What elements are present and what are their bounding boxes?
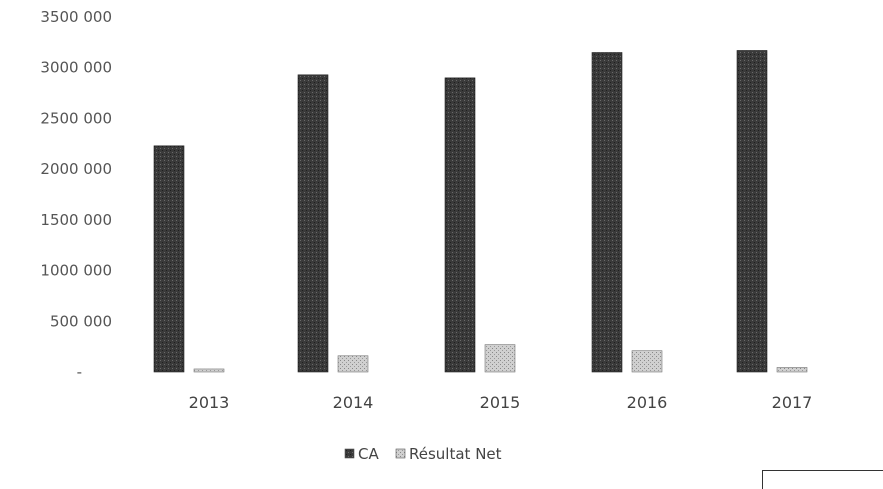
y-tick-label: 2500 000 [40, 109, 112, 127]
x-tick-label: 2017 [772, 393, 813, 412]
bar-ca-2016 [591, 52, 623, 373]
x-tick-label: 2016 [627, 393, 668, 412]
y-tick-label: 1500 000 [40, 211, 112, 229]
legend: CA Résultat Net [344, 445, 502, 463]
legend-swatch-resultat-net [395, 448, 406, 459]
y-tick-label: 3500 000 [40, 8, 112, 26]
bar-resultat-net-2013 [193, 368, 225, 373]
x-axis: 2013 2014 2015 2016 2017 [189, 393, 813, 412]
y-tick-label: 1000 000 [40, 262, 112, 280]
bar-ca-2013 [153, 145, 185, 373]
bars [153, 50, 808, 373]
frame-corner [762, 470, 883, 489]
x-tick-label: 2014 [333, 393, 374, 412]
legend-label-resultat-net: Résultat Net [409, 445, 502, 463]
y-tick-label: 500 000 [50, 312, 112, 330]
legend-swatch-ca [344, 448, 355, 459]
y-tick-label: 2000 000 [40, 160, 112, 178]
y-tick-label: - [77, 363, 82, 381]
y-tick-label: 3000 000 [40, 59, 112, 77]
bar-resultat-net-2016 [631, 350, 663, 373]
bar-ca-2017 [736, 50, 768, 373]
legend-label-ca: CA [358, 445, 379, 463]
y-axis: 3500 000 3000 000 2500 000 2000 000 1500 000… [40, 8, 112, 381]
bar-ca-2015 [444, 77, 476, 373]
bar-resultat-net-2014 [337, 355, 369, 373]
x-tick-label: 2015 [480, 393, 521, 412]
x-tick-label: 2013 [189, 393, 230, 412]
bar-resultat-net-2017 [776, 367, 808, 373]
bar-ca-2014 [297, 74, 329, 373]
bar-resultat-net-2015 [484, 344, 516, 373]
